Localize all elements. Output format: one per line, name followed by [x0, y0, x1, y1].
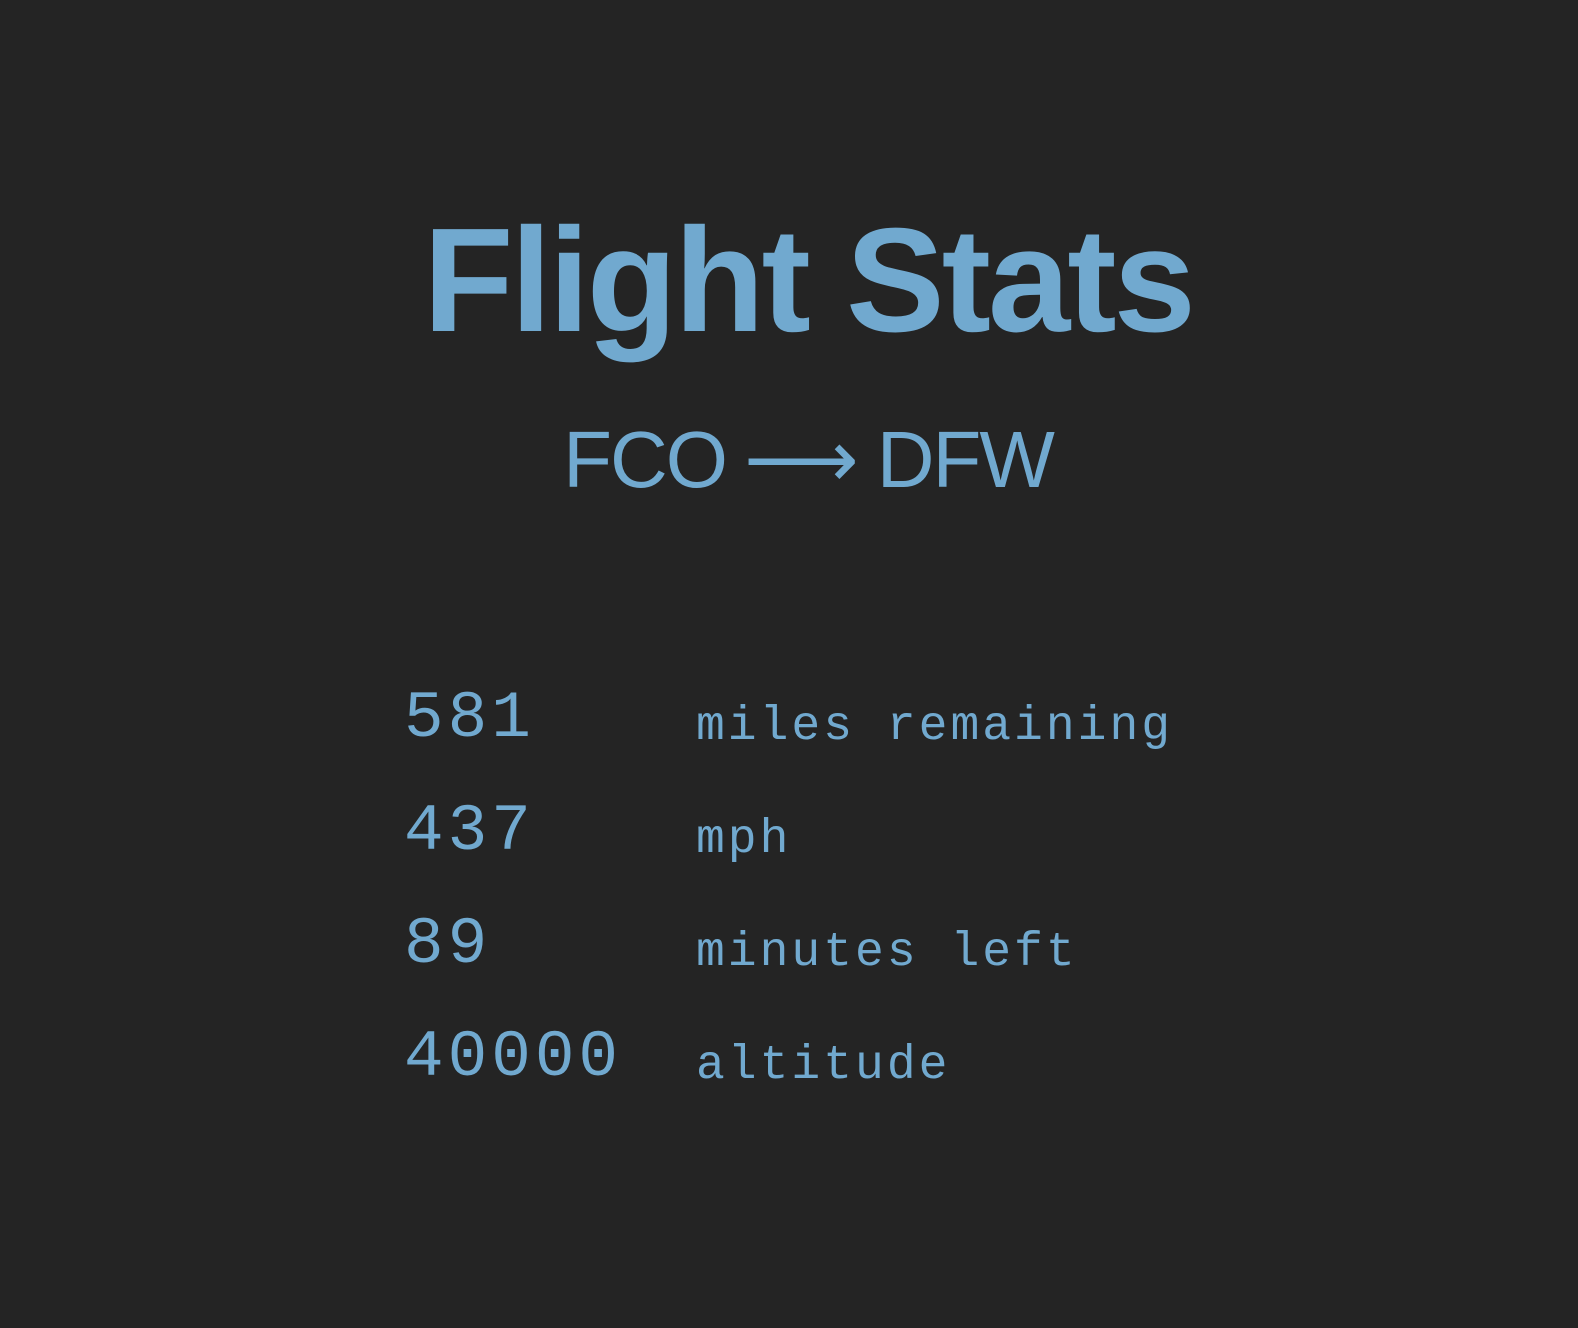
origin-airport-code: FCO — [563, 415, 728, 504]
stat-row-altitude: 40000 altitude — [404, 1015, 1304, 1128]
stat-row-minutes-left: 89 minutes left — [404, 902, 1304, 1015]
destination-airport-code: DFW — [876, 415, 1055, 504]
stat-label: mph — [696, 813, 792, 867]
stat-label: miles remaining — [696, 700, 1174, 754]
stat-value: 437 — [404, 794, 535, 869]
flight-route: FCO ⟶ DFW — [0, 414, 1578, 506]
flight-stats-list: 581 miles remaining 437 mph 89 minutes l… — [404, 676, 1304, 1128]
stat-value: 89 — [404, 907, 492, 982]
route-arrow-icon: ⟶ — [744, 415, 859, 504]
stat-value: 581 — [404, 681, 535, 756]
stat-row-miles-remaining: 581 miles remaining — [404, 676, 1304, 789]
stat-row-speed: 437 mph — [404, 789, 1304, 902]
stat-label: altitude — [696, 1039, 951, 1093]
page-title: Flight Stats — [423, 198, 1196, 363]
stat-value: 40000 — [404, 1020, 623, 1095]
stat-label: minutes left — [696, 926, 1078, 980]
